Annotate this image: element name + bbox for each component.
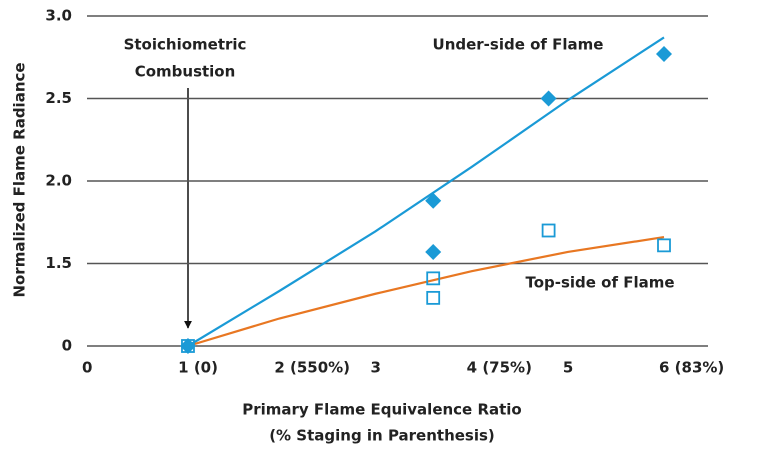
square-marker [541,223,556,238]
x-axis-label: Primary Flame Equivalence Ratio [242,401,522,419]
diamond-marker [179,338,196,354]
square-marker [657,238,671,253]
x-tick-label: 5 [563,359,573,377]
diamond-marker [425,192,442,209]
y-tick-label: 2.5 [45,89,72,107]
fit-line [187,36,665,347]
x-tick-label: 0 [82,359,92,377]
y-tick-label: 2.0 [45,172,72,190]
fit-line [187,236,665,348]
diamond-marker [656,45,672,62]
x-tick-label: 4 (75%) [467,359,532,377]
y-axis-label: Normalized Flame Radiance [11,62,29,297]
diamond-marker [540,90,557,107]
y-tick-label: 3.0 [45,7,72,25]
diamond-marker [425,243,442,260]
x-tick-label: 1 (0) [178,359,218,377]
square-marker [426,271,441,286]
annotation: Combustion [135,63,236,81]
y-tick-label: 0 [62,337,72,355]
x-tick-label: 2 (550%) [274,359,350,377]
x-tick-label: 6 (83%) [659,359,724,377]
y-tick-label: 1.5 [45,254,72,272]
square-marker [181,339,195,353]
annotation: Stoichiometric [124,36,247,54]
x-axis-label: (% Staging in Parenthesis) [269,427,495,445]
series-label: Under-side of Flame [433,36,604,54]
series-label: Top-side of Flame [525,274,674,292]
x-tick-label: 3 [371,359,381,377]
square-marker [426,290,441,305]
